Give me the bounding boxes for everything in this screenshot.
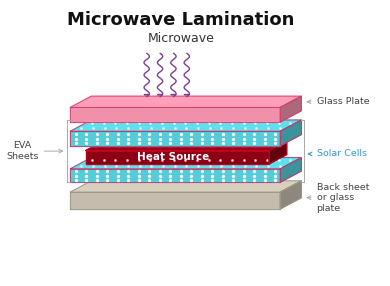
- Text: Back sheet
or glass
plate: Back sheet or glass plate: [307, 183, 369, 212]
- Text: Glass Plate: Glass Plate: [307, 97, 369, 106]
- Text: Solar Cells: Solar Cells: [308, 150, 367, 158]
- Polygon shape: [70, 192, 280, 209]
- Polygon shape: [70, 181, 301, 192]
- Text: Microwave Lamination: Microwave Lamination: [67, 11, 295, 29]
- Polygon shape: [70, 96, 301, 107]
- Text: Microwave: Microwave: [148, 32, 214, 45]
- Polygon shape: [70, 158, 301, 169]
- Polygon shape: [70, 120, 301, 131]
- Polygon shape: [280, 181, 301, 209]
- Polygon shape: [280, 158, 301, 182]
- Polygon shape: [70, 131, 280, 146]
- Polygon shape: [280, 120, 301, 146]
- Polygon shape: [280, 96, 301, 122]
- Polygon shape: [85, 150, 269, 164]
- Text: Heat Source: Heat Source: [137, 152, 209, 162]
- Polygon shape: [269, 141, 287, 164]
- Polygon shape: [70, 107, 280, 122]
- Text: EVA
Sheets: EVA Sheets: [6, 142, 63, 161]
- Polygon shape: [70, 169, 280, 182]
- Polygon shape: [85, 141, 287, 150]
